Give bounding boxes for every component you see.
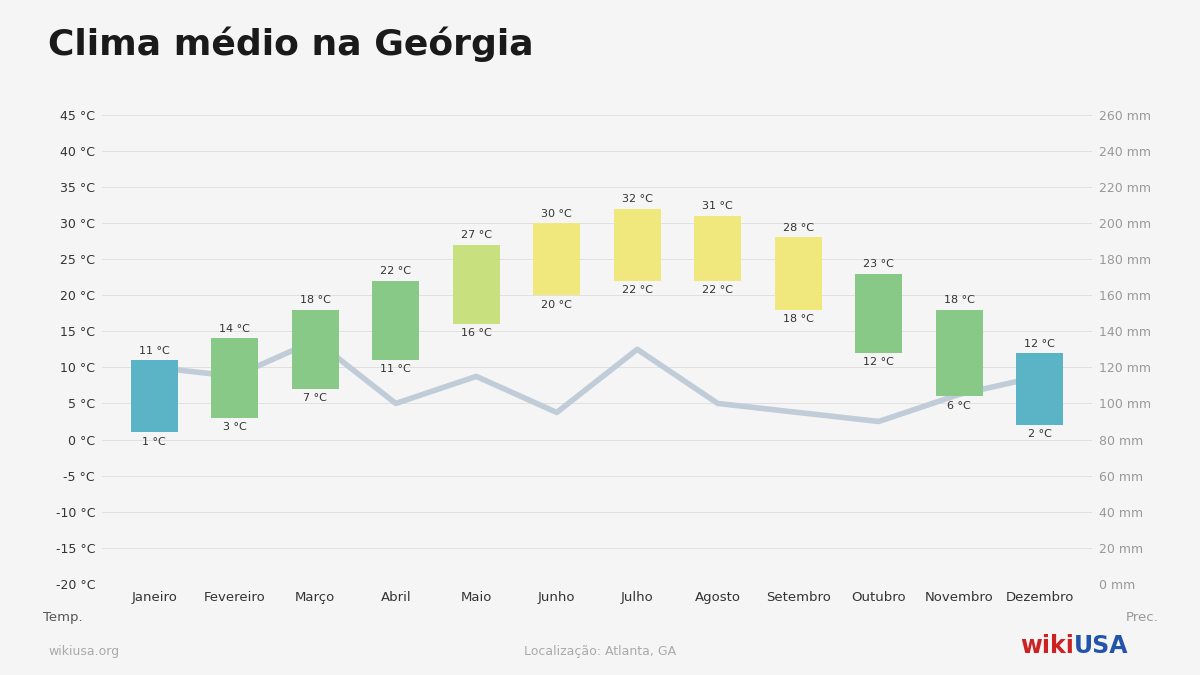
Text: 22 °C: 22 °C — [380, 267, 412, 277]
Text: 27 °C: 27 °C — [461, 230, 492, 240]
Text: USA: USA — [1074, 634, 1128, 658]
Text: 1 °C: 1 °C — [143, 437, 166, 447]
Text: 22 °C: 22 °C — [702, 285, 733, 295]
Text: wikiusa.org: wikiusa.org — [48, 645, 119, 658]
Text: Temp.: Temp. — [42, 611, 83, 624]
Bar — [614, 209, 660, 281]
Text: 16 °C: 16 °C — [461, 328, 492, 338]
Text: 18 °C: 18 °C — [943, 295, 974, 305]
Bar — [936, 310, 983, 396]
Bar — [775, 238, 822, 310]
Text: 3 °C: 3 °C — [223, 422, 247, 432]
Bar — [292, 310, 338, 389]
Text: 7 °C: 7 °C — [304, 394, 328, 404]
Text: 20 °C: 20 °C — [541, 300, 572, 310]
Bar — [452, 244, 499, 324]
Text: 11 °C: 11 °C — [139, 346, 169, 356]
Text: 14 °C: 14 °C — [220, 324, 251, 334]
Bar — [1016, 353, 1063, 425]
Text: Localização: Atlanta, GA: Localização: Atlanta, GA — [524, 645, 676, 658]
Bar — [695, 216, 742, 281]
Text: Prec.: Prec. — [1126, 611, 1159, 624]
Text: 6 °C: 6 °C — [947, 400, 971, 410]
Text: 18 °C: 18 °C — [782, 314, 814, 324]
Bar — [131, 360, 178, 432]
Text: 12 °C: 12 °C — [1025, 339, 1055, 348]
Text: 23 °C: 23 °C — [863, 259, 894, 269]
Text: 18 °C: 18 °C — [300, 295, 331, 305]
Text: 32 °C: 32 °C — [622, 194, 653, 205]
Text: wiki: wiki — [1020, 634, 1074, 658]
Bar — [211, 338, 258, 418]
Text: 2 °C: 2 °C — [1027, 429, 1051, 439]
Bar — [372, 281, 419, 360]
Text: Clima médio na Geórgia: Clima médio na Geórgia — [48, 27, 534, 63]
Bar — [534, 223, 580, 295]
Text: 12 °C: 12 °C — [863, 357, 894, 367]
Text: 11 °C: 11 °C — [380, 364, 412, 375]
Text: 28 °C: 28 °C — [782, 223, 814, 233]
Text: 30 °C: 30 °C — [541, 209, 572, 219]
Bar — [856, 273, 902, 353]
Text: 31 °C: 31 °C — [702, 201, 733, 211]
Text: 22 °C: 22 °C — [622, 285, 653, 295]
